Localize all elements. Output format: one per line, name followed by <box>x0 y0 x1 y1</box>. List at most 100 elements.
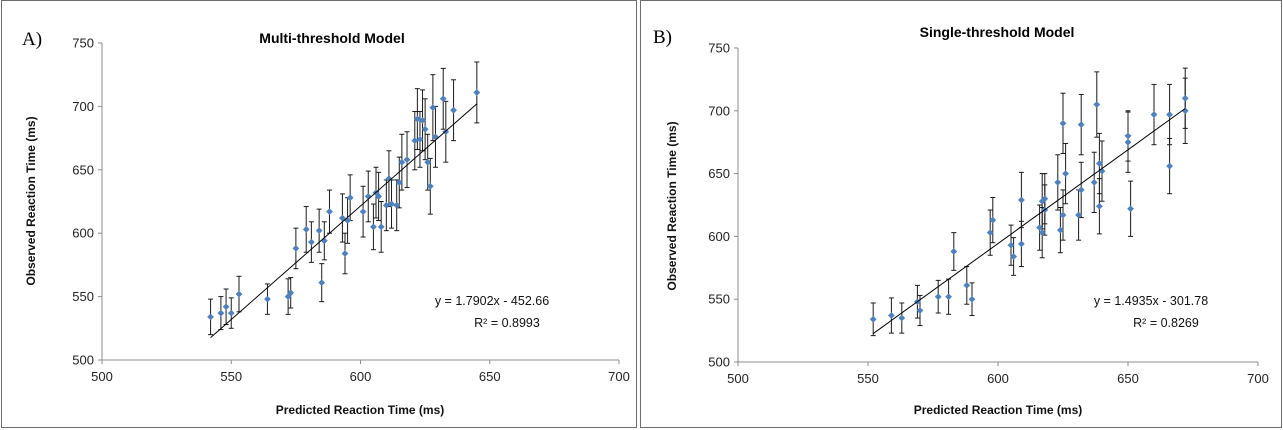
data-point <box>227 309 235 317</box>
chart-multi-threshold: A) Multi-threshold Model 500 550 600 650 700 75… <box>22 29 630 417</box>
x-axis-label: Predicted Reaction Time (ms) <box>276 403 445 417</box>
data-point <box>413 115 421 123</box>
data-point <box>370 223 377 231</box>
y-tick-label: 650 <box>72 162 94 177</box>
data-point <box>1054 178 1062 186</box>
y-tick-label: 650 <box>708 166 730 181</box>
data-point <box>1166 111 1173 118</box>
data-point <box>439 95 447 103</box>
data-point <box>1096 160 1103 167</box>
y-axis-label: Observed Reaction Time (ms) <box>24 116 38 285</box>
data-point <box>1077 121 1085 129</box>
data-point <box>416 135 424 143</box>
data-point <box>411 137 419 145</box>
x-tick-label: 500 <box>727 371 749 386</box>
y-tick-label: 750 <box>72 36 94 51</box>
data-point <box>963 281 971 289</box>
data-point <box>326 208 333 216</box>
regression-equation: y = 1.4935x - 301.78 <box>1094 294 1208 308</box>
data-point <box>1150 111 1158 118</box>
data-point <box>375 193 382 200</box>
trendline <box>872 108 1186 334</box>
y-tick-label: 550 <box>72 289 94 304</box>
data-point <box>1010 253 1017 260</box>
data-point <box>450 106 457 114</box>
panel-label: A) <box>22 29 42 50</box>
data-point <box>1124 138 1132 146</box>
data-point <box>318 279 326 287</box>
data-point <box>1059 119 1067 127</box>
data-point <box>945 293 952 301</box>
data-point <box>393 201 401 209</box>
data-point <box>1127 205 1134 213</box>
x-tick-label: 650 <box>1117 371 1139 386</box>
y-tick-label: 700 <box>708 103 730 118</box>
data-point <box>382 201 390 209</box>
y-tick-label: 600 <box>72 226 94 241</box>
data-point <box>1093 101 1101 108</box>
x-tick-label: 600 <box>350 369 372 384</box>
data-point <box>264 295 271 303</box>
data-point <box>207 313 214 321</box>
data-point <box>424 158 432 166</box>
x-tick-label: 550 <box>857 371 879 386</box>
data-point <box>292 245 300 252</box>
data-point <box>346 194 354 202</box>
data-point <box>429 104 437 112</box>
data-point <box>898 314 906 322</box>
data-point <box>341 250 349 257</box>
x-axis-label: Predicted Reaction Time (ms) <box>914 403 1083 417</box>
y-tick-label: 700 <box>72 99 94 114</box>
panel-multi-threshold: A) Multi-threshold Model 500 550 600 650 700 75… <box>1 0 637 428</box>
data-point <box>339 214 346 222</box>
data-point <box>419 116 426 124</box>
r-squared: R² = 0.8269 <box>1133 316 1199 330</box>
data-point <box>1018 240 1025 248</box>
data-point <box>235 290 243 298</box>
chart-title: Multi-threshold Model <box>259 30 404 46</box>
data-point <box>359 208 367 216</box>
r-squared: R² = 0.8993 <box>474 316 540 330</box>
panel-label: B) <box>653 27 672 48</box>
data-point <box>377 223 385 231</box>
x-tick-label: 600 <box>987 371 1009 386</box>
data-point <box>426 182 434 190</box>
chart-title: Single-threshold Model <box>920 24 1075 40</box>
data-point <box>403 156 411 164</box>
panel-single-threshold: B) Single-threshold Model 500 550 600 650 700 7… <box>640 0 1282 428</box>
data-point <box>398 158 406 166</box>
chart-single-threshold: B) Single-threshold Model 500 550 600 650 700 7… <box>653 24 1269 417</box>
x-tick-label: 650 <box>479 369 501 384</box>
y-axis-label: Observed Reaction Time (ms) <box>665 121 679 290</box>
data-point <box>222 303 230 311</box>
data-point <box>1018 196 1025 204</box>
y-tick-label: 500 <box>708 355 730 370</box>
data-point <box>315 227 323 235</box>
x-tick-label: 700 <box>608 369 630 384</box>
trendline <box>210 103 478 339</box>
data-point <box>388 200 395 208</box>
x-tick-label: 550 <box>220 369 242 384</box>
data-point <box>1090 178 1098 186</box>
data-point <box>287 289 295 297</box>
data-point <box>1166 162 1173 170</box>
data-point <box>302 226 310 233</box>
data-point <box>869 315 877 323</box>
data-point <box>395 179 403 186</box>
regression-equation: y = 1.7902x - 452.66 <box>435 294 549 308</box>
y-tick-label: 600 <box>708 229 730 244</box>
data-point <box>1062 170 1069 177</box>
data-point <box>1181 94 1189 102</box>
data-point <box>473 89 481 96</box>
data-point <box>385 175 393 183</box>
data-point <box>1096 202 1103 210</box>
data-point <box>1124 132 1132 140</box>
data-point <box>950 248 958 255</box>
y-tick-label: 550 <box>708 292 730 307</box>
x-tick-label: 700 <box>1247 371 1269 386</box>
data-point <box>307 238 315 246</box>
data-point <box>1059 211 1067 219</box>
y-tick-label: 750 <box>708 41 730 56</box>
data-point <box>217 309 225 317</box>
